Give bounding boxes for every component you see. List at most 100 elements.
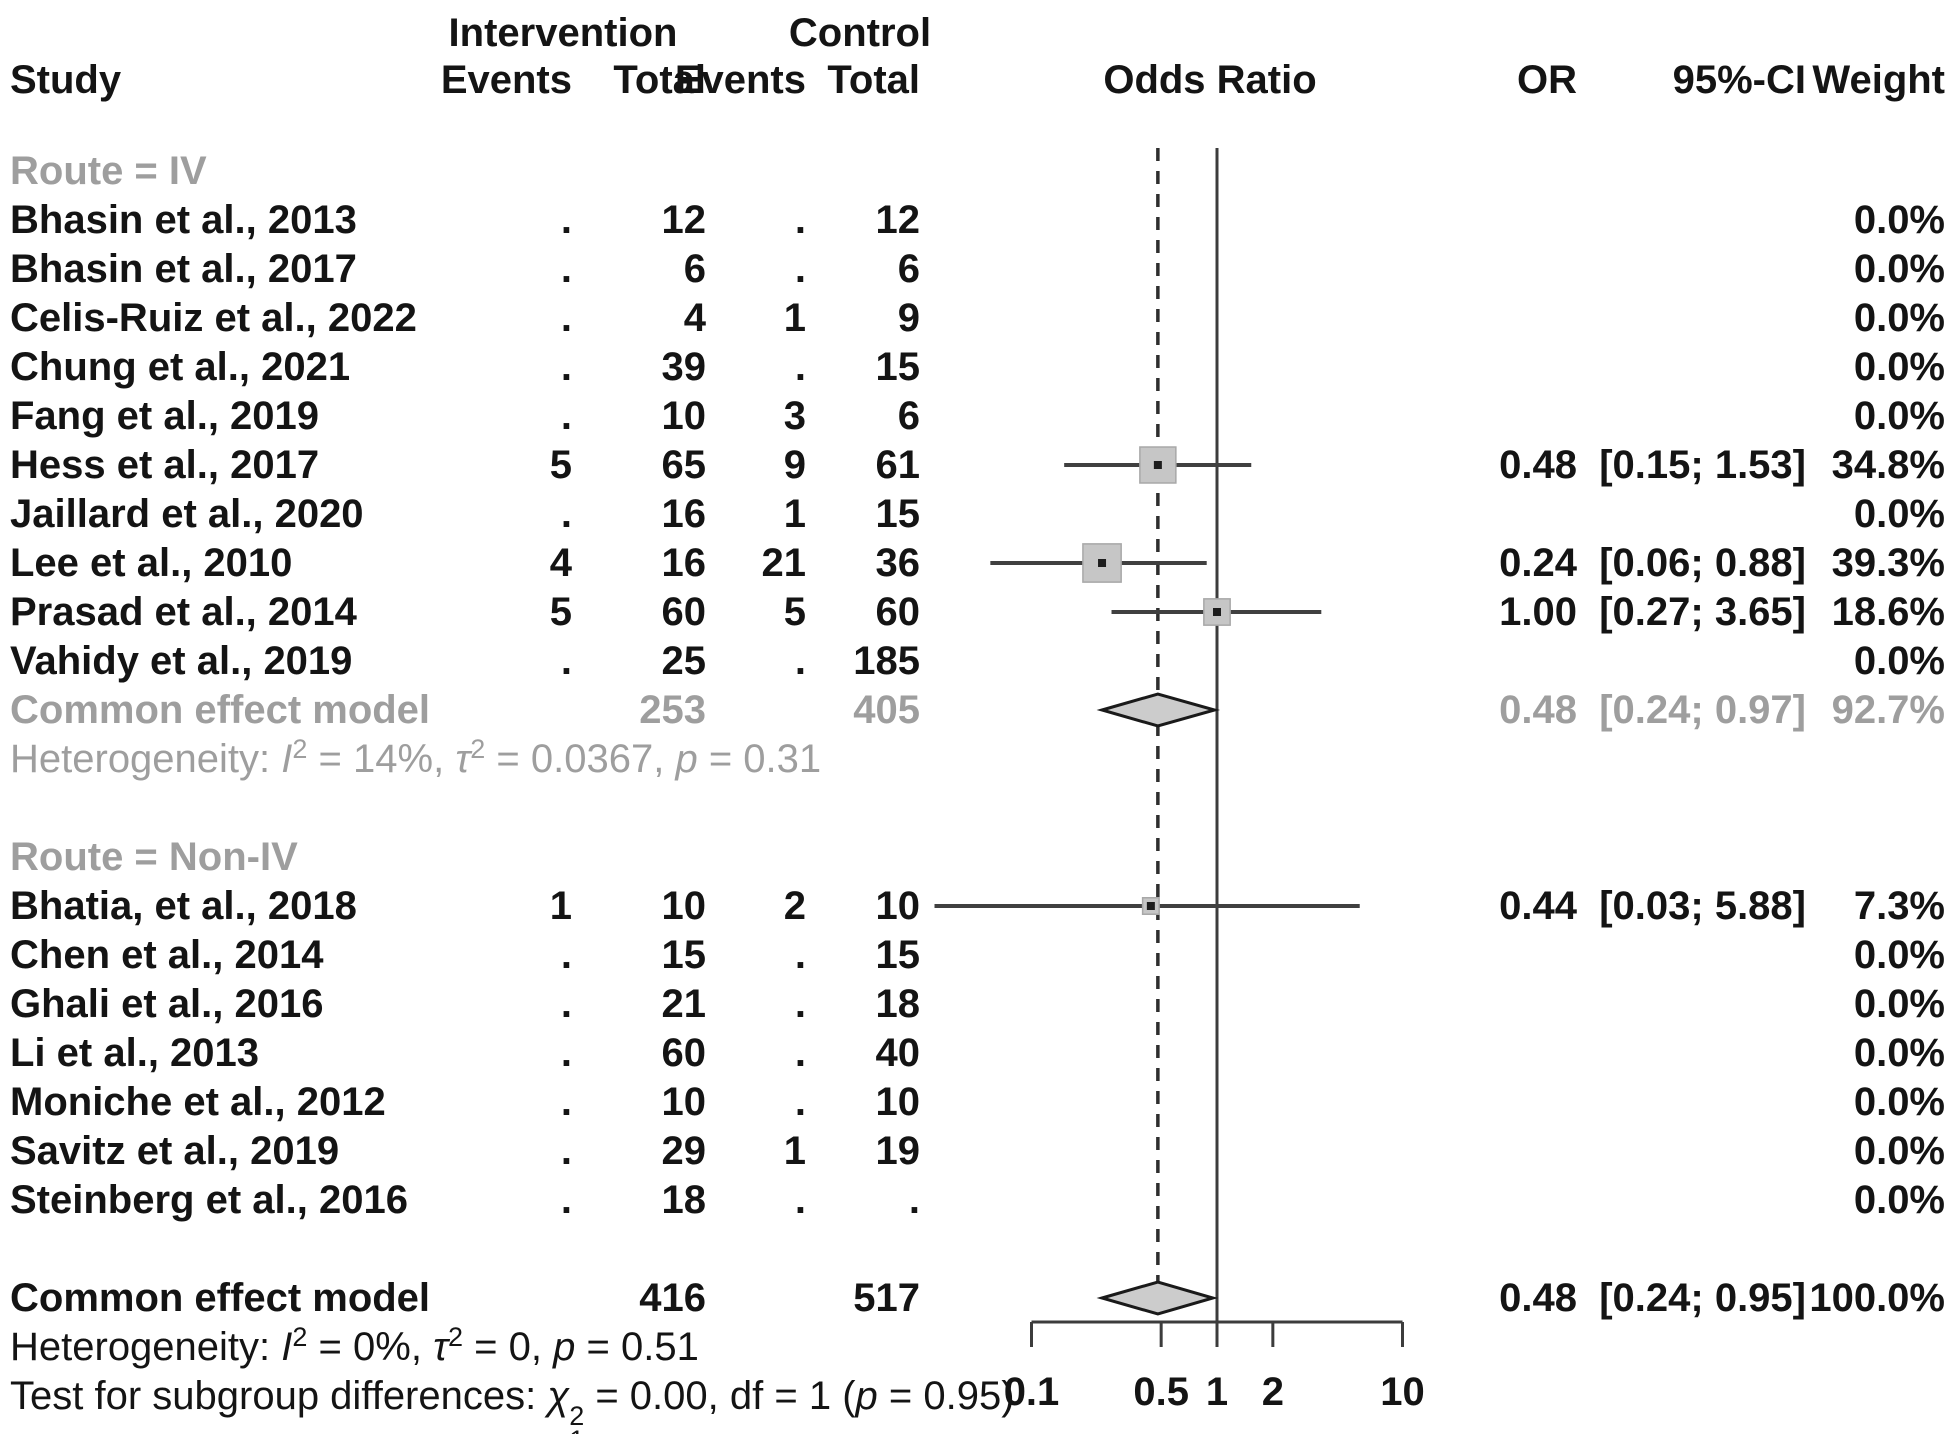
study-name: Li et al., 2013 — [10, 1031, 260, 1075]
intervention-events: . — [560, 394, 572, 438]
weight-value: 0.0% — [1853, 1129, 1945, 1173]
overall-or: 0.48 — [1499, 1276, 1577, 1320]
study-row: Hess et al., 2017 5 65 9 61 0.48 [0.15; 1.53] 3… — [0, 441, 1957, 489]
study-row: Lee et al., 2010 4 16 21 36 0.24 [0.06; 0.88] 3… — [0, 539, 1957, 587]
control-events: 21 — [761, 541, 807, 585]
col-header-control: Control — [788, 11, 932, 55]
control-total: 15 — [875, 345, 921, 389]
point-estimate-dot — [1153, 461, 1162, 469]
or-value — [1357, 1078, 1577, 1126]
intervention-events: . — [560, 639, 572, 683]
control-events: 3 — [783, 394, 806, 438]
or-value: 0.24 — [1499, 541, 1577, 585]
control-total: 15 — [875, 933, 921, 977]
control-events: . — [794, 1031, 806, 1075]
study-name: Chung et al., 2021 — [10, 345, 351, 389]
overall-heterogeneity-row-text: Heterogeneity: I2 = 0%, τ2 = 0, p = 0.51 — [10, 1322, 699, 1369]
weight-value: 34.8% — [1831, 443, 1945, 487]
ci-value: [0.15; 1.53] — [1599, 443, 1806, 487]
pooled-intervention-total: 253 — [639, 688, 706, 732]
intervention-events: . — [560, 247, 572, 291]
intervention-events: . — [560, 1080, 572, 1124]
weight-value: 0.0% — [1853, 1031, 1945, 1075]
weight-value: 0.0% — [1853, 933, 1945, 977]
control-total: 9 — [897, 296, 920, 340]
intervention-total: 15 — [661, 933, 707, 977]
col-header-total-control: Total — [827, 58, 920, 102]
col-header-intervention: Intervention — [448, 11, 678, 55]
weight-value: 0.0% — [1853, 1080, 1945, 1124]
study-name: Moniche et al., 2012 — [10, 1080, 386, 1124]
overall-ci: [0.24; 0.95] — [1599, 1276, 1806, 1320]
study-row: Ghali et al., 2016. 21. 18 0.0% — [0, 980, 1957, 1028]
study-name: Savitz et al., 2019 — [10, 1129, 340, 1173]
study-name: Bhasin et al., 2013 — [10, 198, 357, 242]
control-events: 2 — [783, 884, 806, 928]
weight-value: 0.0% — [1853, 394, 1945, 438]
control-events: . — [794, 247, 806, 291]
pooled-weight: 92.7% — [1831, 688, 1945, 732]
control-total: 36 — [875, 541, 921, 585]
study-row: Moniche et al., 2012. 10. 10 0.0% — [0, 1078, 1957, 1126]
intervention-events: . — [560, 198, 572, 242]
study-row: Bhasin et al., 2017. 6. 6 0.0% — [0, 245, 1957, 293]
pooled-label: Common effect model — [10, 688, 431, 732]
control-total: 60 — [875, 590, 921, 634]
col-header-total-intervention: Total — [613, 58, 706, 102]
intervention-total: 39 — [661, 345, 707, 389]
subgroup-label: Route = IV — [10, 149, 207, 193]
study-row: Jaillard et al., 2020. 16 1 15 0.0% — [0, 490, 1957, 538]
intervention-events: . — [560, 1129, 572, 1173]
intervention-events: 4 — [549, 541, 572, 585]
control-total: . — [908, 1178, 920, 1222]
or-value — [1357, 196, 1577, 244]
intervention-events: . — [560, 1031, 572, 1075]
weight-value: 0.0% — [1853, 492, 1945, 536]
control-total: 6 — [897, 394, 920, 438]
weight-value: 18.6% — [1831, 590, 1945, 634]
axis-tick-label: 0.1 — [1003, 1370, 1060, 1414]
intervention-total: 60 — [661, 590, 707, 634]
overall-control-total: 517 — [853, 1276, 920, 1320]
subgroup-label: Route = Non-IV — [10, 835, 298, 879]
control-events: . — [794, 345, 806, 389]
weight-value: 0.0% — [1853, 639, 1945, 683]
intervention-total: 60 — [661, 1031, 707, 1075]
weight-value: 0.0% — [1853, 345, 1945, 389]
axis-tick-label: 2 — [1261, 1370, 1284, 1414]
or-value — [1357, 637, 1577, 685]
intervention-total: 29 — [661, 1129, 707, 1173]
intervention-events: . — [560, 492, 572, 536]
study-row: Chung et al., 2021. 39. 15 0.0% — [0, 343, 1957, 391]
control-events: . — [794, 982, 806, 1026]
axis-tick-label: 0.5 — [1133, 1370, 1189, 1414]
overall-weight: 100.0% — [1809, 1276, 1945, 1320]
study-name: Celis-Ruiz et al., 2022 — [10, 296, 417, 340]
or-value — [1357, 1127, 1577, 1175]
intervention-total: 4 — [683, 296, 706, 340]
weight-value: 0.0% — [1853, 198, 1945, 242]
control-events: . — [794, 639, 806, 683]
study-name: Hess et al., 2017 — [10, 443, 320, 487]
study-name: Lee et al., 2010 — [10, 541, 293, 585]
or-value — [1357, 1029, 1577, 1077]
control-events: 1 — [783, 1129, 806, 1173]
control-total: 10 — [875, 1080, 921, 1124]
control-total: 40 — [875, 1031, 921, 1075]
control-events: 1 — [783, 492, 806, 536]
intervention-events: . — [560, 933, 572, 977]
intervention-total: 10 — [661, 884, 707, 928]
control-total: 19 — [875, 1129, 921, 1173]
control-events: 1 — [783, 296, 806, 340]
control-total: 12 — [875, 198, 921, 242]
study-name: Ghali et al., 2016 — [10, 982, 324, 1026]
point-estimate-dot — [1098, 559, 1107, 567]
intervention-events: 1 — [549, 884, 572, 928]
overall-intervention-total: 416 — [639, 1276, 706, 1320]
axis-tick-label: 1 — [1205, 1370, 1229, 1414]
point-estimate-dot — [1213, 608, 1221, 616]
intervention-total: 18 — [661, 1178, 707, 1222]
col-header-events-control: Events — [674, 58, 806, 102]
intervention-total: 25 — [661, 639, 707, 683]
